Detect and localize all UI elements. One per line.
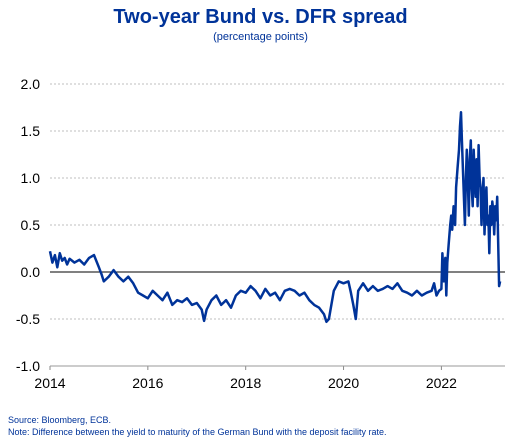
x-tick-label: 2016 (132, 375, 163, 391)
x-tick-label: 2014 (34, 375, 65, 391)
y-tick-label: 1.0 (21, 170, 41, 186)
y-tick-label: 1.5 (21, 123, 41, 139)
chart-title: Two-year Bund vs. DFR spread (113, 6, 408, 28)
x-tick-label: 2020 (328, 375, 359, 391)
definition-note: Note: Difference between the yield to ma… (8, 427, 387, 437)
y-axis-ticks: 2.0 1.5 1.0 0.5 0.0 -0.5 -1.0 (16, 76, 40, 374)
x-tick-label: 2018 (230, 375, 261, 391)
y-tick-label: 2.0 (21, 76, 41, 92)
y-tick-label: 0.5 (21, 217, 41, 233)
grid (50, 83, 505, 320)
series-line (48, 110, 502, 324)
y-tick-label: -0.5 (16, 311, 40, 327)
y-tick-label: -1.0 (16, 358, 40, 374)
x-tick-label: 2022 (426, 375, 457, 391)
source-note: Source: Bloomberg, ECB. (8, 415, 112, 425)
x-axis-ticks: 2014 2016 2018 2020 2022 (34, 366, 457, 391)
footnotes: Source: Bloomberg, ECB. Note: Difference… (8, 414, 387, 438)
y-tick-label: 0.0 (21, 264, 41, 280)
chart-subtitle: (percentage points) (213, 31, 308, 43)
